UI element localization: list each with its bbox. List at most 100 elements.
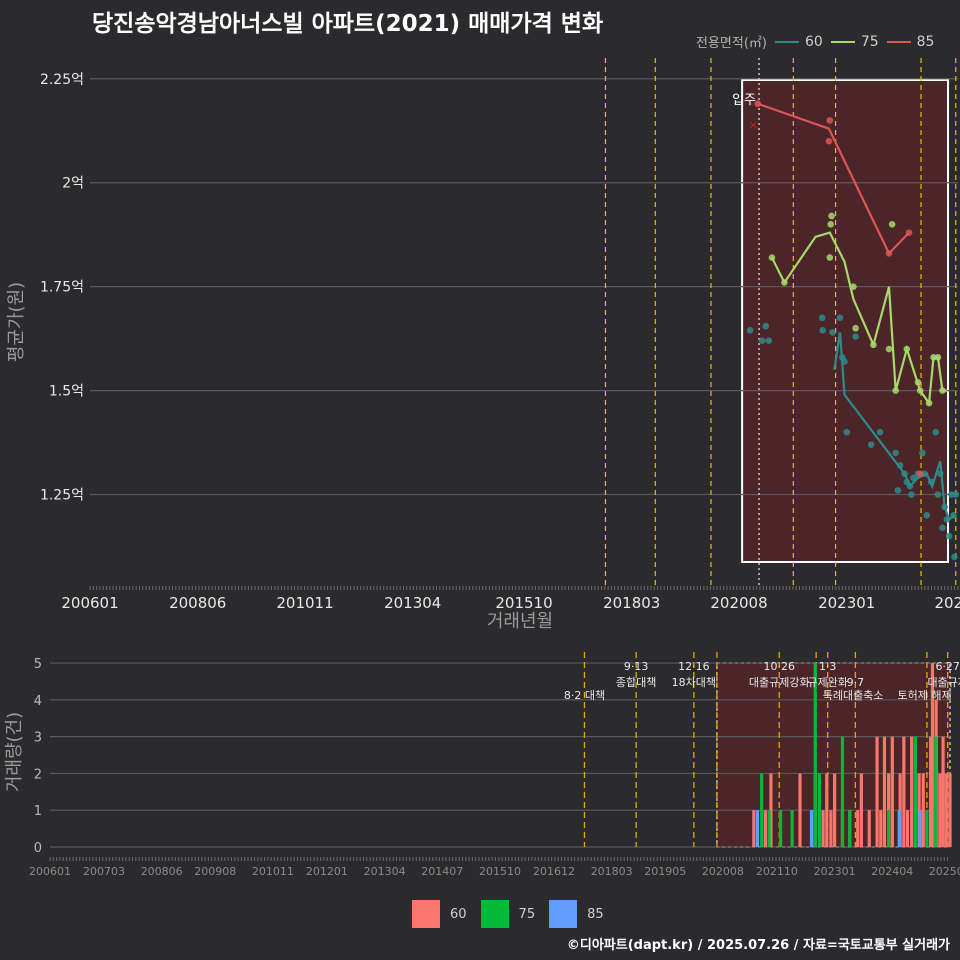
volume-legend-item-75: 75 [480, 900, 535, 928]
volume-bar-75 [790, 810, 794, 847]
y-tick-label: 2억 [62, 176, 84, 192]
x-tick-label: 201201 [306, 865, 348, 878]
policy-annotation-label: 종합대책 [616, 676, 656, 689]
policy-annotation-label: 9·7 [847, 676, 865, 689]
volume-bar-60 [763, 810, 767, 847]
price-point-75 [828, 212, 835, 220]
x-tick-label: 2025 [934, 594, 960, 612]
volume-bar-75 [887, 810, 891, 847]
volume-bar-60 [856, 810, 860, 847]
y-tick-label: 5 [34, 657, 42, 672]
volume-legend: 60 75 85 [412, 900, 618, 928]
policy-annotation-label: 대출규제 [927, 676, 960, 689]
price-point-60 [843, 428, 851, 436]
price-cross-85: × [749, 119, 758, 132]
price-point-60 [945, 532, 953, 540]
volume-bar-60 [829, 810, 833, 847]
policy-annotation-date: 9·13 [624, 660, 649, 673]
price-point-60 [836, 314, 844, 322]
price-point-60 [758, 337, 766, 345]
volume-bar-60 [905, 810, 910, 847]
volume-bar-85 [918, 810, 922, 847]
legend-item-85: 85 [886, 34, 934, 50]
x-tick-label: 200703 [83, 865, 125, 878]
volume-bar-60 [752, 810, 756, 847]
volume-bar-60 [902, 736, 906, 847]
x-tick-label: 202008 [702, 865, 744, 878]
y-tick-label: 0 [34, 841, 42, 856]
x-tick-label: 20250 [929, 865, 960, 878]
x-tick-label: 200806 [141, 865, 183, 878]
volume-legend-item-60: 60 [412, 900, 467, 928]
price-point-60 [746, 327, 754, 334]
y-tick-label: 2.25억 [40, 72, 84, 88]
price-point-75 [888, 220, 896, 228]
price-point-60 [894, 487, 902, 494]
x-tick-label: 201304 [384, 594, 441, 612]
volume-bar-60 [944, 773, 948, 847]
volume-bar-85 [897, 810, 901, 847]
policy-annotation-date: 6·27 [935, 660, 960, 673]
legend-item-75: 75 [830, 34, 879, 50]
policy-annotation-label: 규제완화 [807, 676, 847, 689]
volume-bar-85 [809, 810, 814, 847]
volume-bar-60 [821, 810, 825, 847]
price-point-85 [825, 137, 833, 145]
price-point-60 [852, 333, 859, 340]
volume-bar-75 [913, 736, 917, 847]
price-point-75 [826, 254, 834, 261]
volume-bar-60 [859, 773, 863, 847]
policy-annotation-label: 대출규제강화 [749, 676, 810, 689]
x-tick-label: 200806 [169, 594, 226, 612]
x-tick-label: 202404 [871, 865, 913, 878]
volume-bar-60 [941, 736, 945, 847]
volume-bar-75 [817, 773, 821, 847]
x-tick-label: 200601 [61, 594, 118, 612]
legend-item-60: 60 [774, 34, 823, 50]
move-in-label: 입주 [732, 93, 756, 108]
price-line-75 [770, 231, 947, 407]
price-point-60 [934, 491, 942, 498]
volume-bar-60 [910, 736, 914, 847]
price-point-60 [765, 337, 773, 345]
x-tick-label: 201803 [591, 865, 633, 878]
policy-annotation-label: 18차대책 [672, 676, 716, 689]
price-point-60 [932, 428, 940, 436]
y-axis-title: 거래량(건) [4, 712, 25, 792]
price-point-85 [826, 117, 834, 124]
y-tick-label: 1.25억 [40, 488, 84, 504]
policy-annotation-date: 10·26 [763, 660, 795, 673]
volume-bar-75 [933, 736, 937, 847]
volume-bar-60 [875, 736, 879, 847]
volume-legend-swatch-75 [480, 900, 509, 928]
x-tick-label: 201011 [276, 594, 333, 612]
volume-bar-60 [867, 810, 871, 847]
y-tick-label: 3 [34, 731, 42, 746]
volume-bar-75 [779, 810, 783, 847]
legend-title: 전용면적(㎡) [696, 36, 767, 51]
price-point-75 [852, 324, 859, 332]
policy-annotation-label: 토허제 해제 [898, 688, 952, 702]
volume-bar-85 [755, 810, 760, 847]
x-tick-label: 201304 [364, 865, 406, 878]
price-point-60 [939, 524, 946, 532]
policy-annotation-label: 8·2 대책 [564, 689, 605, 702]
price-point-60 [923, 512, 931, 519]
x-tick-label: 201803 [603, 594, 660, 612]
legend-line-85 [886, 40, 911, 43]
y-tick-label: 1.5억 [49, 384, 84, 400]
volume-bar-75 [760, 773, 764, 847]
x-tick-label: 202008 [710, 594, 767, 612]
volume-bar-60 [769, 773, 773, 847]
volume-legend-swatch-85 [549, 900, 578, 928]
volume-bar-60 [882, 736, 887, 847]
x-tick-label: 200908 [194, 865, 236, 878]
x-tick-label: 201407 [421, 865, 463, 878]
price-point-60 [818, 314, 826, 322]
x-tick-label: 201510 [495, 594, 552, 612]
volume-bar-75 [925, 810, 929, 847]
volume-bar-75 [840, 736, 845, 847]
y-tick-label: 4 [34, 694, 42, 709]
volume-bar-60 [887, 773, 891, 847]
